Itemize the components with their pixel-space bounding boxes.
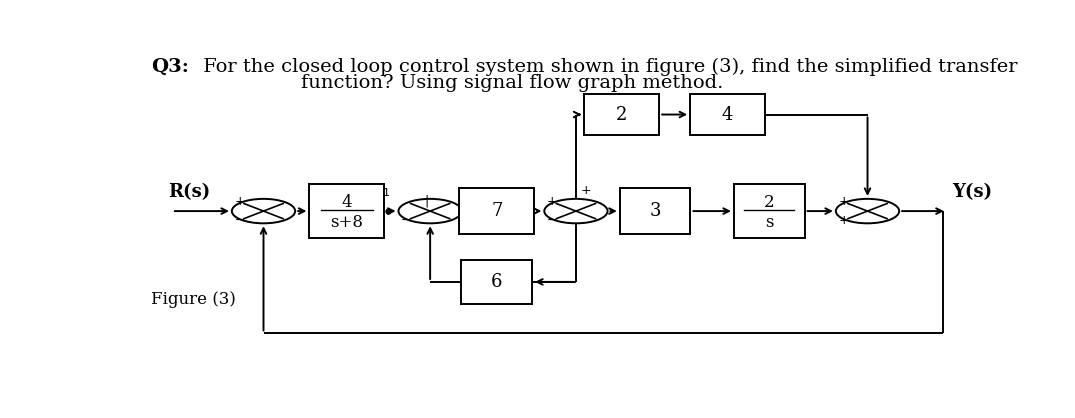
Text: 1: 1 — [384, 188, 390, 198]
Text: 3: 3 — [649, 202, 661, 220]
Text: +: + — [234, 195, 245, 208]
Text: s: s — [765, 214, 774, 231]
Text: 7: 7 — [491, 202, 502, 220]
Bar — [690, 94, 765, 135]
Text: 4: 4 — [722, 105, 733, 124]
Text: −: − — [234, 214, 245, 227]
Text: +: + — [547, 195, 558, 208]
Bar — [734, 184, 804, 238]
Text: +: + — [838, 195, 849, 208]
Text: −: − — [401, 214, 412, 227]
Circle shape — [232, 199, 296, 223]
Text: Q3:: Q3: — [151, 58, 189, 76]
Circle shape — [544, 199, 607, 223]
Bar — [310, 184, 385, 238]
Bar — [585, 94, 659, 135]
Bar — [461, 260, 532, 303]
Text: Figure (3): Figure (3) — [151, 291, 235, 308]
Text: 2: 2 — [616, 105, 628, 124]
Text: s+8: s+8 — [330, 214, 363, 231]
Text: |: | — [425, 195, 429, 208]
Text: For the closed loop control system shown in figure (3), find the simplified tran: For the closed loop control system shown… — [197, 58, 1017, 76]
Text: −: − — [547, 214, 558, 227]
Text: 4: 4 — [342, 194, 353, 212]
Bar — [459, 188, 534, 234]
Text: 6: 6 — [491, 273, 502, 291]
Text: R(s): R(s) — [168, 183, 210, 201]
Text: +: + — [838, 214, 849, 227]
Text: function? Using signal flow graph method.: function? Using signal flow graph method… — [301, 74, 723, 92]
Text: Y(s): Y(s) — [952, 183, 992, 201]
Bar — [619, 188, 690, 234]
Circle shape — [399, 199, 462, 223]
Circle shape — [836, 199, 899, 223]
Text: 2: 2 — [764, 194, 774, 212]
Text: +: + — [580, 184, 591, 197]
